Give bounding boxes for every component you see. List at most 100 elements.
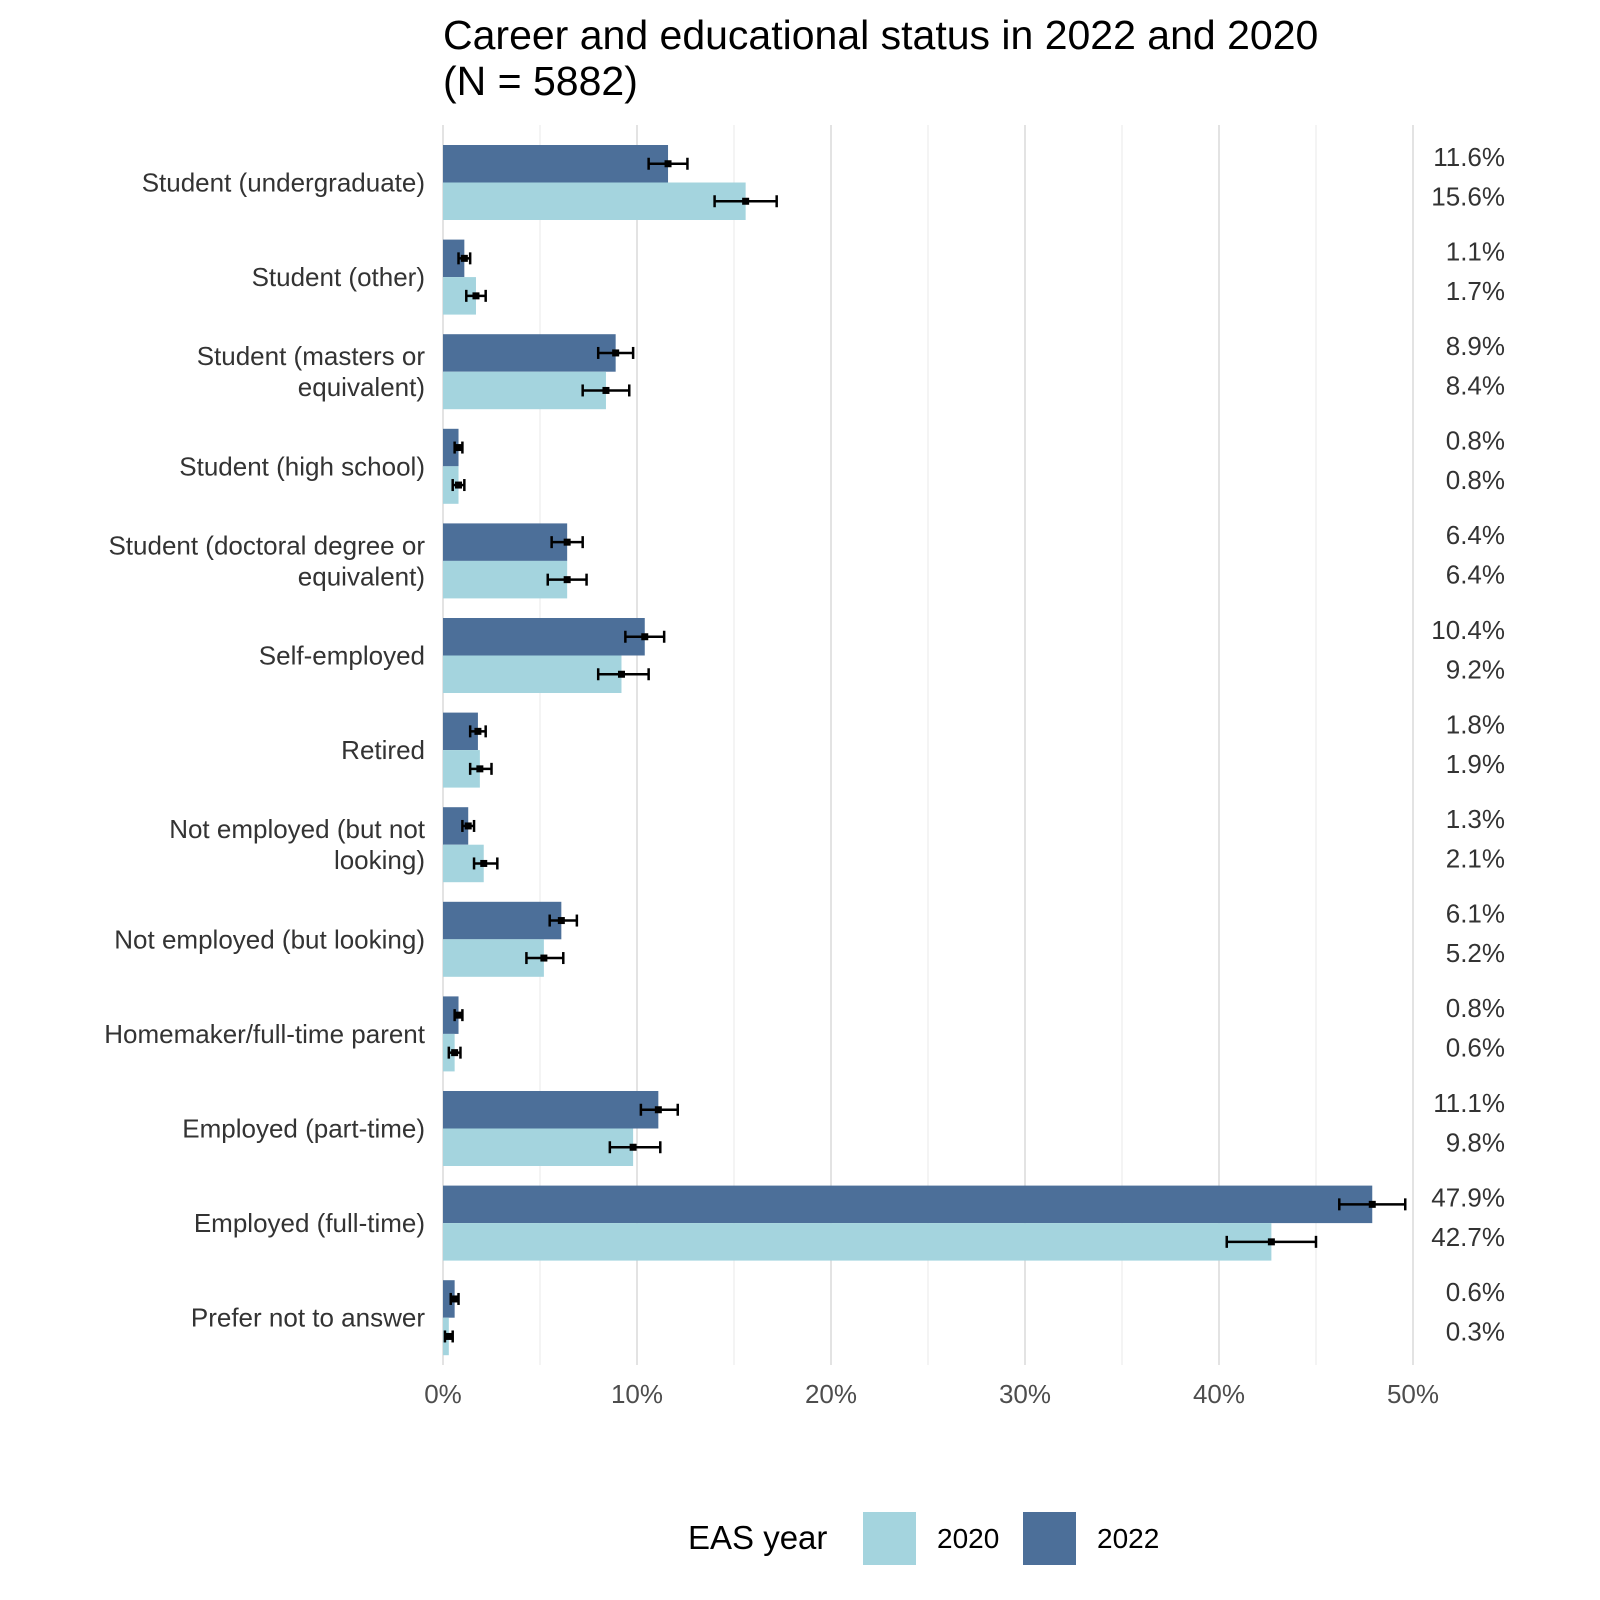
value-label-2020: 0.6% [1446, 1033, 1505, 1063]
legend-label-2022: 2022 [1097, 1523, 1159, 1554]
chart-title-line-1: Career and educational status in 2022 an… [443, 12, 1319, 58]
bars [443, 145, 1373, 1356]
bar-2022-point-estimate [474, 727, 482, 735]
category-label-line: equivalent) [298, 372, 425, 402]
legend-title: EAS year [688, 1519, 827, 1556]
category-label-line: Homemaker/full-time parent [104, 1019, 426, 1049]
category-label: Prefer not to answer [191, 1303, 425, 1333]
category-label: Student (masters or equivalent) [197, 341, 426, 402]
legend-key-2022 [1023, 1512, 1076, 1565]
bar-2020 [443, 560, 568, 599]
category-labels: Student (undergraduate) Student (other) St… [104, 168, 426, 1333]
bar-2022 [443, 996, 459, 1034]
value-label-2020: 2.1% [1446, 843, 1505, 873]
bar-2020-point-estimate [451, 1049, 459, 1057]
bar-2022-point-estimate [460, 254, 468, 262]
category-label-line: Student (doctoral degree or [108, 530, 425, 560]
value-labels: 11.6% 15.6% 1.1% 1.7% 8.9% 8.4% 0.8% 0.8% 6.4% 6.… [1431, 142, 1505, 1347]
category-label: Employed (part-time) [182, 1114, 425, 1144]
chart-title: Career and educational status in 2022 an… [443, 12, 1318, 104]
category-label-line: Student (masters or [197, 341, 426, 371]
value-label-2022: 8.9% [1446, 331, 1505, 361]
legend: EAS year 2020 2022 [688, 1512, 1159, 1565]
bar-2022 [443, 523, 568, 561]
value-label-2022: 10.4% [1431, 615, 1505, 645]
category-label-line: Retired [341, 735, 425, 765]
bar-2022 [443, 1091, 659, 1129]
category-label: Student (high school) [179, 451, 425, 481]
category-label: Student (doctoral degree or equivalent) [108, 530, 425, 591]
bar-2022 [443, 901, 562, 940]
category-label: Not employed (but looking) [114, 924, 425, 954]
value-label-2022: 0.8% [1446, 426, 1505, 456]
value-label-2020: 15.6% [1431, 181, 1505, 211]
bar-2022-point-estimate [464, 822, 472, 830]
bar-2020-point-estimate [445, 1332, 453, 1340]
bar-2020-point-estimate [563, 576, 571, 584]
x-tick-label: 10% [611, 1379, 663, 1409]
category-label-line: looking) [334, 845, 425, 875]
value-label-2020: 0.8% [1446, 465, 1505, 495]
value-label-2022: 11.6% [1433, 142, 1505, 172]
category-label-line: Employed (part-time) [182, 1114, 425, 1144]
bar-2020-point-estimate [1267, 1238, 1275, 1246]
x-tick-label: 50% [1387, 1379, 1439, 1409]
value-label-2020: 6.4% [1446, 560, 1505, 590]
bar-2020 [443, 182, 746, 220]
category-label-line: Employed (full-time) [194, 1208, 425, 1238]
category-label: Self-employed [259, 641, 425, 671]
bar-2022-point-estimate [654, 1106, 662, 1114]
bar-2020-point-estimate [742, 197, 750, 205]
value-label-2020: 1.9% [1446, 749, 1505, 779]
bar-2022-point-estimate [557, 917, 565, 925]
category-label: Employed (full-time) [194, 1208, 425, 1238]
error-bars [443, 157, 1407, 1343]
category-label-line: Student (undergraduate) [142, 168, 425, 198]
value-label-2022: 1.8% [1446, 709, 1505, 739]
category-label: Retired [341, 735, 425, 765]
value-label-2020: 1.7% [1446, 276, 1505, 306]
value-label-2020: 8.4% [1446, 370, 1505, 400]
bar-2022-point-estimate [563, 538, 571, 546]
bar-2022-point-estimate [641, 633, 649, 641]
bar-2022-point-estimate [664, 160, 672, 168]
x-axis-ticks: 0% 10% 20% 30% 40% 50% [424, 1379, 1439, 1409]
category-label-line: Not employed (but not [169, 814, 426, 844]
category-label: Student (undergraduate) [142, 168, 425, 198]
value-label-2022: 47.9% [1431, 1182, 1505, 1212]
category-label: Homemaker/full-time parent [104, 1019, 426, 1049]
value-label-2022: 0.6% [1446, 1277, 1505, 1307]
chart-title-line-2: (N = 5882) [443, 58, 638, 104]
value-label-2022: 6.1% [1446, 899, 1505, 929]
bar-2020 [443, 1223, 1272, 1261]
bar-2020 [443, 371, 606, 410]
category-label-line: equivalent) [298, 561, 425, 591]
value-label-2020: 9.2% [1446, 654, 1505, 684]
value-label-2022: 1.1% [1446, 236, 1505, 266]
bar-2020-point-estimate [476, 765, 484, 773]
category-label-line: Student (other) [252, 262, 425, 292]
grid-lines [442, 125, 1414, 1365]
value-label-2020: 42.7% [1431, 1222, 1505, 1252]
category-label-line: Not employed (but looking) [114, 924, 425, 954]
x-tick-label: 40% [1193, 1379, 1245, 1409]
x-tick-label: 30% [999, 1379, 1051, 1409]
bar-2022 [443, 1280, 455, 1318]
bar-2022-point-estimate [451, 1295, 459, 1303]
value-label-2020: 5.2% [1446, 938, 1505, 968]
value-label-2022: 6.4% [1446, 520, 1505, 550]
category-label: Not employed (but not looking) [169, 814, 426, 875]
bar-2022 [443, 428, 459, 467]
value-label-2022: 0.8% [1446, 993, 1505, 1023]
value-label-2020: 9.8% [1446, 1127, 1505, 1157]
bar-2022 [443, 239, 465, 278]
bar-2020-point-estimate [617, 670, 625, 678]
x-tick-label: 20% [805, 1379, 857, 1409]
bar-2020-point-estimate [629, 1143, 637, 1151]
bar-2020-point-estimate [602, 386, 610, 394]
bar-2022 [443, 334, 616, 372]
bar-2020-point-estimate [472, 292, 480, 300]
bar-2020 [443, 1128, 634, 1166]
category-label-line: Student (high school) [179, 451, 425, 481]
category-label-line: Prefer not to answer [191, 1303, 425, 1333]
